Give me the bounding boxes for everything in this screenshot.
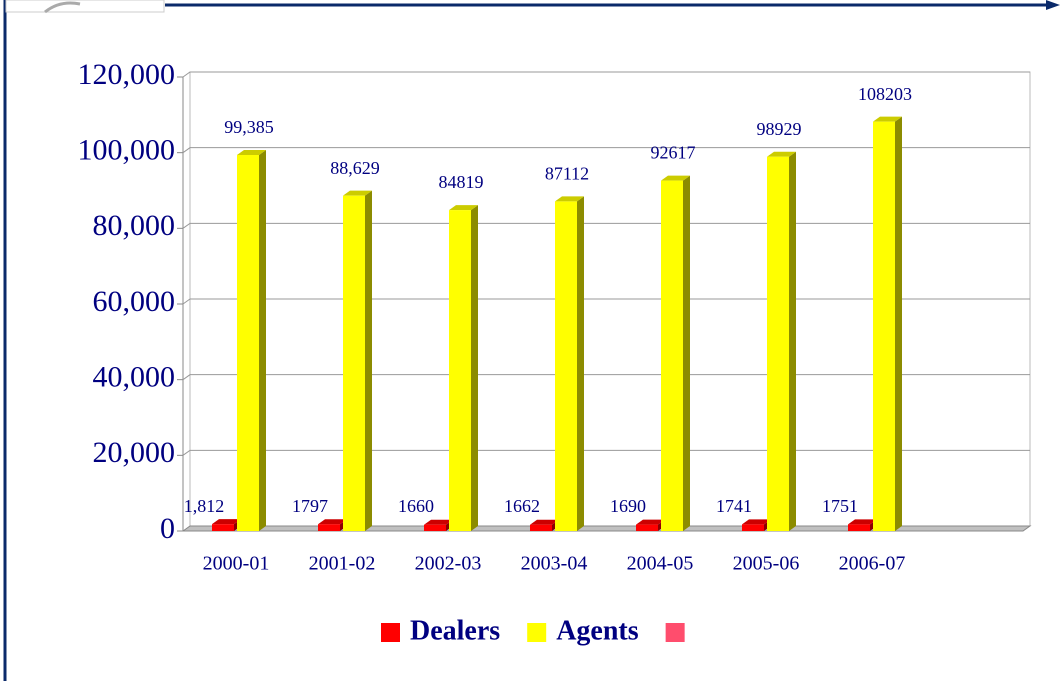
bar-top [318, 519, 347, 525]
y-tick-label: 40,000 [93, 361, 176, 394]
bar-top [424, 519, 453, 525]
bar-top [873, 116, 902, 122]
legend-swatch-extra [665, 623, 685, 642]
bar-top [530, 519, 559, 525]
x-tick-label: 2002-03 [415, 553, 482, 575]
grid-line [182, 374, 1030, 381]
bar-side [365, 190, 372, 531]
y-tick-label: 100,000 [78, 134, 176, 167]
data-label: 1,812 [184, 496, 225, 516]
legend-label: Dealers [410, 615, 500, 646]
data-label: 84819 [439, 172, 484, 192]
bar [661, 180, 683, 532]
data-label: 92617 [651, 143, 696, 163]
bar-top [237, 149, 266, 155]
bar [742, 524, 764, 531]
data-label: 87112 [545, 164, 589, 184]
data-label: 1662 [504, 496, 540, 516]
bar-side [895, 116, 902, 531]
data-label: 98929 [757, 119, 802, 139]
grid-line [182, 449, 1030, 456]
data-label: 1690 [610, 496, 646, 516]
data-label: 1797 [292, 496, 328, 516]
bar [424, 524, 446, 531]
bar [237, 154, 259, 532]
y-tick-label: 120,000 [78, 58, 176, 91]
bar-top [212, 519, 241, 525]
grid-line [182, 222, 1030, 229]
bar-top [636, 519, 665, 525]
data-label: 1751 [822, 496, 858, 516]
bar [873, 121, 895, 531]
bar [848, 524, 870, 531]
logo-mark [44, 1, 81, 14]
data-label: 1660 [398, 496, 434, 516]
bar-side [577, 196, 584, 531]
floor [181, 525, 1032, 532]
bar [318, 524, 340, 531]
grid-line [182, 71, 1030, 78]
bar-side [683, 175, 690, 532]
frame-arrow [1046, 0, 1060, 10]
bar-top [555, 196, 584, 202]
bar-top [767, 151, 796, 157]
x-tick-label: 2004-05 [627, 553, 694, 575]
legend-swatch [381, 623, 400, 642]
y-tick-label: 80,000 [93, 209, 176, 242]
bar [636, 524, 658, 531]
bar-top [661, 175, 690, 181]
data-label: 99,385 [224, 117, 274, 137]
bar [555, 201, 577, 531]
legend-label: Agents [556, 615, 639, 646]
bar [343, 195, 365, 531]
logo [5, 0, 165, 13]
y-tick-label: 0 [160, 512, 175, 545]
bar-top [449, 205, 478, 211]
bar-top [848, 519, 877, 525]
bar-side [789, 151, 796, 531]
grid-line [182, 298, 1030, 305]
legend-swatch [527, 623, 547, 642]
x-tick-label: 2000-01 [203, 553, 270, 575]
bar [449, 210, 471, 532]
data-label: 1741 [716, 496, 752, 516]
y-tick-label: 20,000 [93, 436, 176, 469]
data-label: 108203 [858, 84, 912, 104]
x-tick-label: 2005-06 [733, 553, 800, 575]
grid-line [182, 147, 1030, 154]
x-tick-label: 2003-04 [521, 553, 588, 575]
x-tick-label: 2001-02 [309, 553, 376, 575]
bar [530, 524, 552, 531]
x-tick-label: 2006-07 [839, 553, 906, 575]
bar-top [742, 519, 771, 525]
bar-side [471, 205, 478, 532]
bar [212, 524, 234, 531]
y-tick-label: 60,000 [93, 285, 176, 318]
bar [767, 156, 789, 531]
bar-side [259, 149, 266, 532]
data-label: 88,629 [330, 158, 380, 178]
bar-top [343, 190, 372, 196]
